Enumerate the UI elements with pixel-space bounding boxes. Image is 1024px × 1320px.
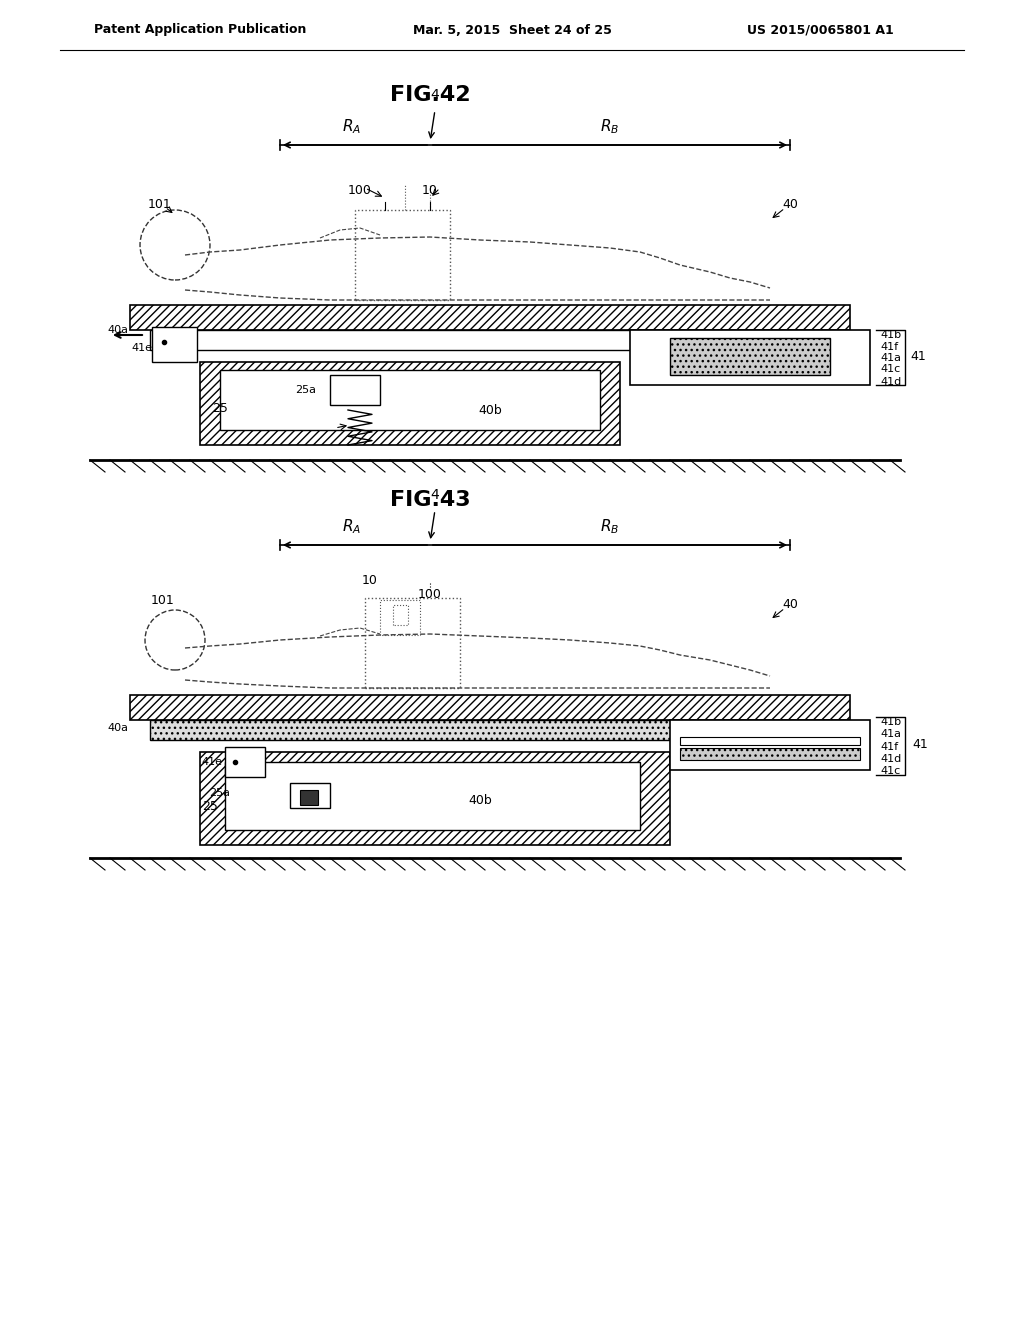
- Bar: [130, 696, 850, 719]
- Text: 25a: 25a: [295, 385, 316, 395]
- Bar: [630, 330, 870, 385]
- Bar: [680, 737, 860, 744]
- Bar: [152, 327, 197, 362]
- Bar: [670, 719, 870, 770]
- Text: Mar. 5, 2015  Sheet 24 of 25: Mar. 5, 2015 Sheet 24 of 25: [413, 24, 611, 37]
- Bar: [225, 747, 265, 777]
- Text: 101: 101: [152, 594, 175, 606]
- Bar: [200, 362, 620, 445]
- Bar: [220, 370, 600, 430]
- Text: 41a: 41a: [880, 352, 901, 363]
- Text: 41a: 41a: [880, 729, 901, 739]
- Text: 41d: 41d: [880, 378, 901, 387]
- Text: FIG.43: FIG.43: [390, 490, 470, 510]
- Text: 41: 41: [910, 351, 926, 363]
- Bar: [300, 789, 318, 805]
- Bar: [225, 762, 640, 830]
- Text: 41d: 41d: [880, 754, 901, 764]
- Text: 10: 10: [362, 573, 378, 586]
- Text: 10: 10: [422, 183, 438, 197]
- Text: 40a: 40a: [106, 723, 128, 733]
- Text: 4: 4: [431, 88, 439, 102]
- Text: 40: 40: [782, 598, 798, 611]
- Text: $R_B$: $R_B$: [600, 117, 620, 136]
- Text: 100: 100: [418, 589, 442, 602]
- Bar: [670, 338, 830, 375]
- Bar: [330, 375, 380, 405]
- Text: 25: 25: [202, 800, 218, 813]
- Bar: [365, 598, 460, 688]
- Text: 40a: 40a: [106, 325, 128, 335]
- Bar: [355, 210, 450, 300]
- Text: 40b: 40b: [478, 404, 502, 417]
- Text: 25a: 25a: [209, 788, 230, 799]
- Text: 41f: 41f: [880, 342, 898, 352]
- Text: 41b: 41b: [880, 330, 901, 341]
- Text: 40: 40: [782, 198, 798, 211]
- Text: 40b: 40b: [468, 793, 492, 807]
- Text: 41b: 41b: [880, 717, 901, 727]
- Bar: [150, 330, 830, 350]
- Text: 101: 101: [148, 198, 172, 211]
- Text: $R_B$: $R_B$: [600, 517, 620, 536]
- Text: 25: 25: [212, 401, 228, 414]
- Bar: [130, 305, 850, 330]
- Text: 4: 4: [431, 488, 439, 502]
- Text: FIG.42: FIG.42: [390, 84, 470, 106]
- Text: $R_A$: $R_A$: [342, 117, 361, 136]
- Text: $R_A$: $R_A$: [342, 517, 361, 536]
- Text: 41e: 41e: [201, 756, 222, 767]
- Text: US 2015/0065801 A1: US 2015/0065801 A1: [746, 24, 893, 37]
- Bar: [290, 783, 330, 808]
- Bar: [200, 752, 670, 845]
- Bar: [150, 719, 830, 741]
- Bar: [680, 748, 860, 760]
- Text: 41c: 41c: [880, 364, 900, 374]
- Text: 41f: 41f: [880, 742, 898, 752]
- Text: 41e: 41e: [131, 343, 152, 352]
- Text: 41: 41: [912, 738, 928, 751]
- Text: Patent Application Publication: Patent Application Publication: [94, 24, 306, 37]
- Text: 100: 100: [348, 183, 372, 197]
- Text: 41c: 41c: [880, 766, 900, 776]
